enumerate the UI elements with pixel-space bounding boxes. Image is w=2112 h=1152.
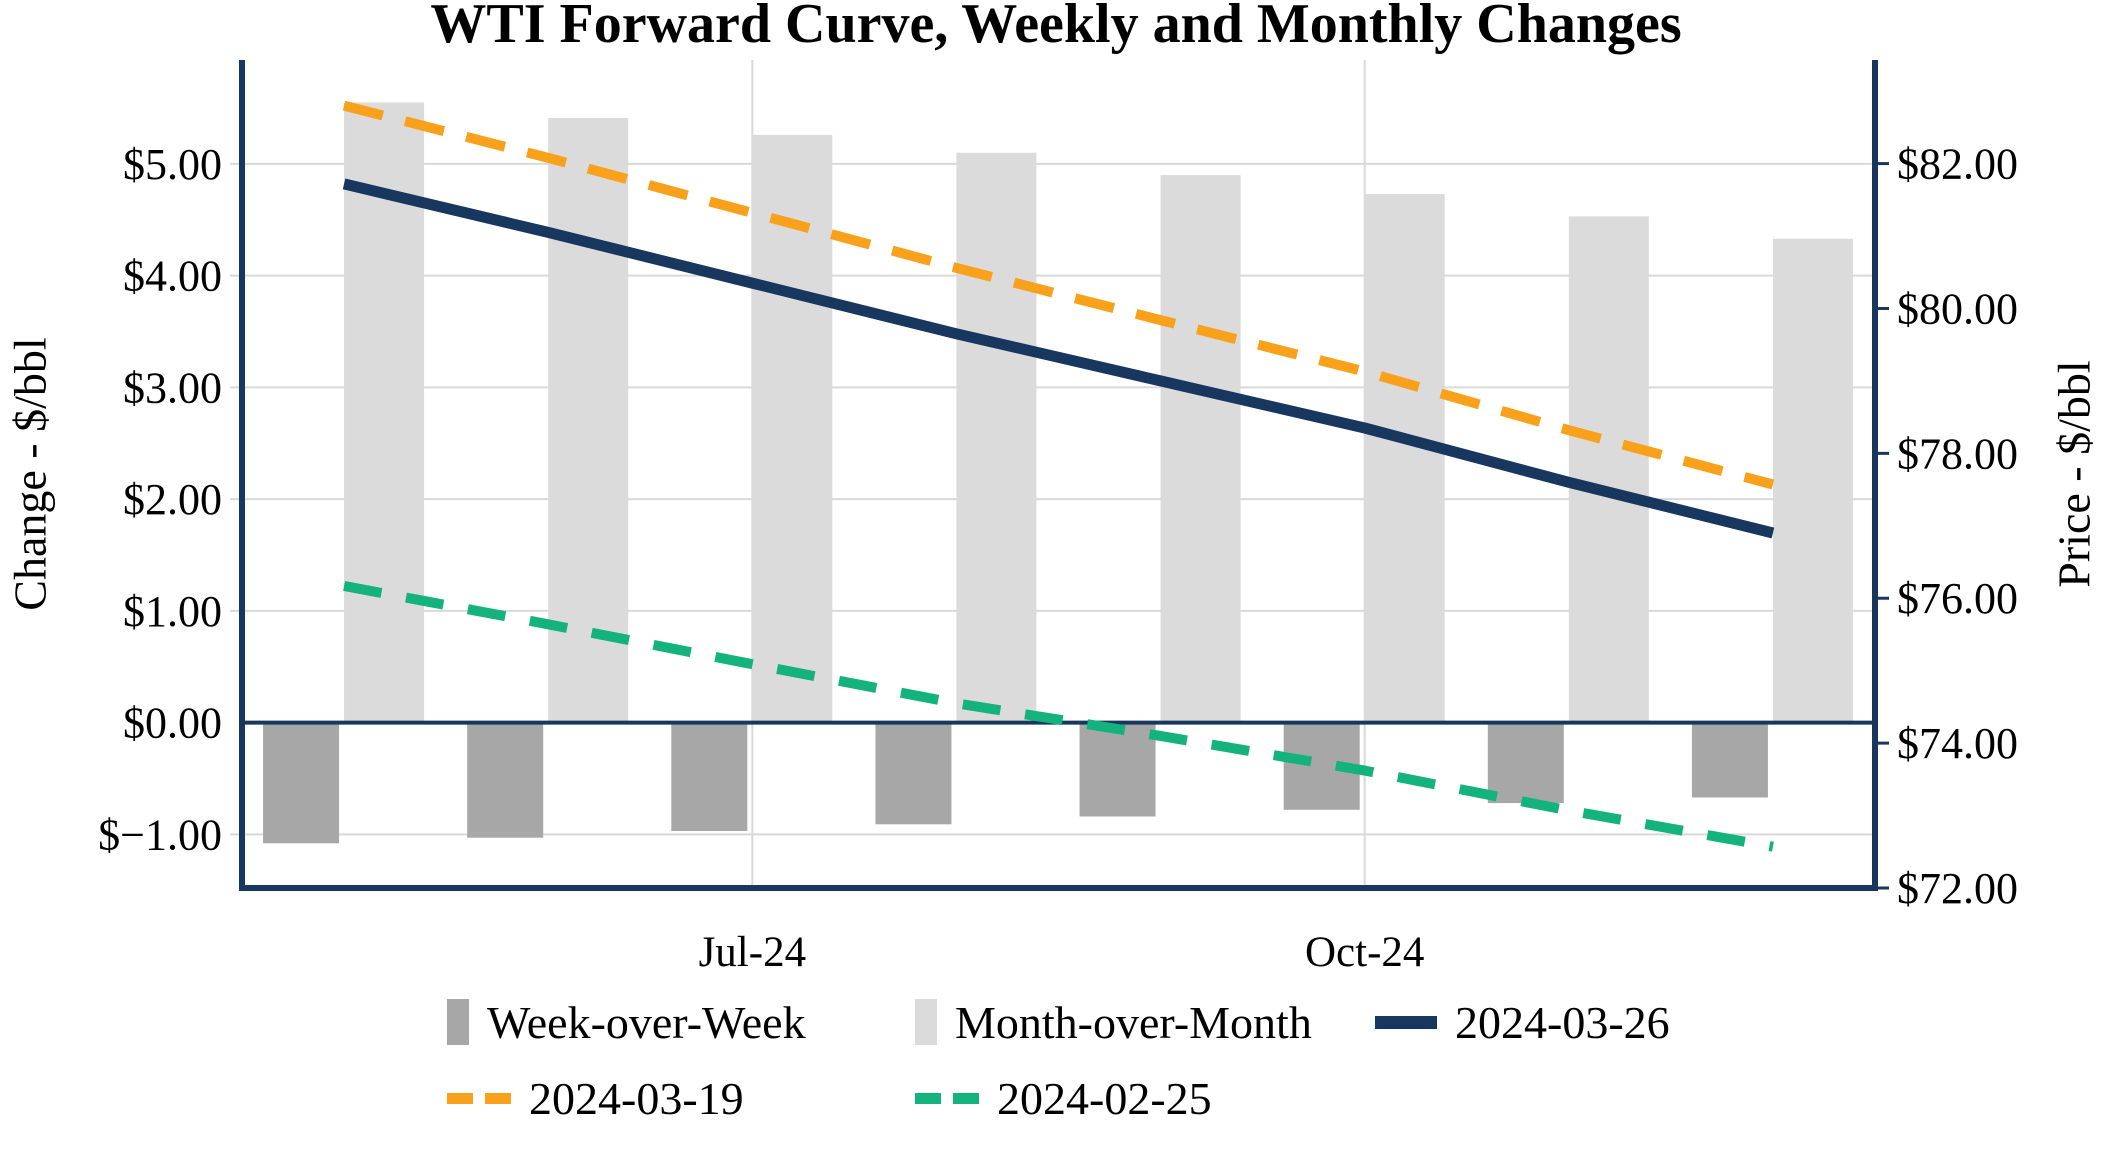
legend-label: 2024-02-25 [997, 1072, 1212, 1124]
legend-item-2024-03-26: 2024-03-26 [1375, 996, 1670, 1049]
month-over-month-bar [752, 134, 833, 723]
right-axis-tick-label: $80.00 [1897, 284, 2018, 333]
green-dashed-swatch-icon [915, 1092, 979, 1104]
legend-item-2024-03-19: 2024-03-19 [447, 1072, 915, 1125]
series-line-2024-03-19 [342, 100, 1775, 490]
week-over-week-bar [1079, 722, 1156, 817]
legend-item-week-over-week: Week-over-Week [447, 996, 915, 1049]
chart-title: WTI Forward Curve, Weekly and Monthly Ch… [430, 0, 1682, 55]
week-over-week-bar [467, 722, 544, 838]
legend-label: Month-over-Month [955, 996, 1312, 1048]
legend-label: 2024-03-26 [1455, 996, 1670, 1048]
orange-dashed-swatch-icon [447, 1092, 511, 1104]
week-over-week-bar [263, 722, 340, 844]
legend-label: 2024-03-19 [529, 1072, 744, 1124]
week-over-week-bar [1487, 722, 1564, 804]
series-line-2024-02-25 [343, 580, 1774, 852]
month-over-month-bar [956, 152, 1037, 723]
legend-item-month-over-month: Month-over-Month [915, 996, 1375, 1049]
x-axis-tick-label: Oct-24 [1305, 929, 1424, 976]
month-over-month-bar [1364, 194, 1445, 723]
left-axis-tick-label: $5.00 [123, 140, 222, 189]
month-over-month-bar [344, 102, 425, 723]
right-axis-tick-label: $76.00 [1897, 574, 2018, 623]
legend-label: Week-over-Week [487, 996, 806, 1048]
month-over-month-bar [1568, 216, 1649, 723]
month-over-month-swatch-icon [915, 999, 937, 1045]
left-axis-tick-label: $4.00 [123, 252, 222, 301]
month-over-month-bar [1160, 175, 1241, 723]
solid-line-swatch-icon [1375, 1015, 1437, 1029]
legend: Week-over-Week Month-over-Month 2024-03-… [447, 984, 1670, 1136]
week-over-week-swatch-icon [447, 999, 469, 1045]
week-over-week-bar [1691, 722, 1768, 798]
legend-item-2024-02-25: 2024-02-25 [915, 1072, 1375, 1125]
x-axis-tick-label: Jul-24 [699, 929, 807, 976]
left-axis-tick-label: $−1.00 [98, 810, 222, 859]
left-axis-tick-label: $2.00 [123, 475, 222, 524]
right-axis-tick-label: $82.00 [1897, 140, 2018, 189]
month-over-month-bar [1772, 238, 1853, 723]
week-over-week-bar [671, 722, 748, 832]
right-axis-tick-label: $74.00 [1897, 719, 2018, 768]
right-axis-tick-label: $78.00 [1897, 429, 2018, 478]
right-axis-tick-label: $72.00 [1897, 864, 2018, 913]
month-over-month-bar [548, 118, 629, 723]
left-axis-tick-label: $3.00 [123, 363, 222, 412]
week-over-week-bar [875, 722, 952, 825]
series-line-2024-03-26 [342, 178, 1775, 539]
left-axis-tick-label: $0.00 [123, 699, 222, 748]
left-axis-tick-label: $1.00 [123, 587, 222, 636]
